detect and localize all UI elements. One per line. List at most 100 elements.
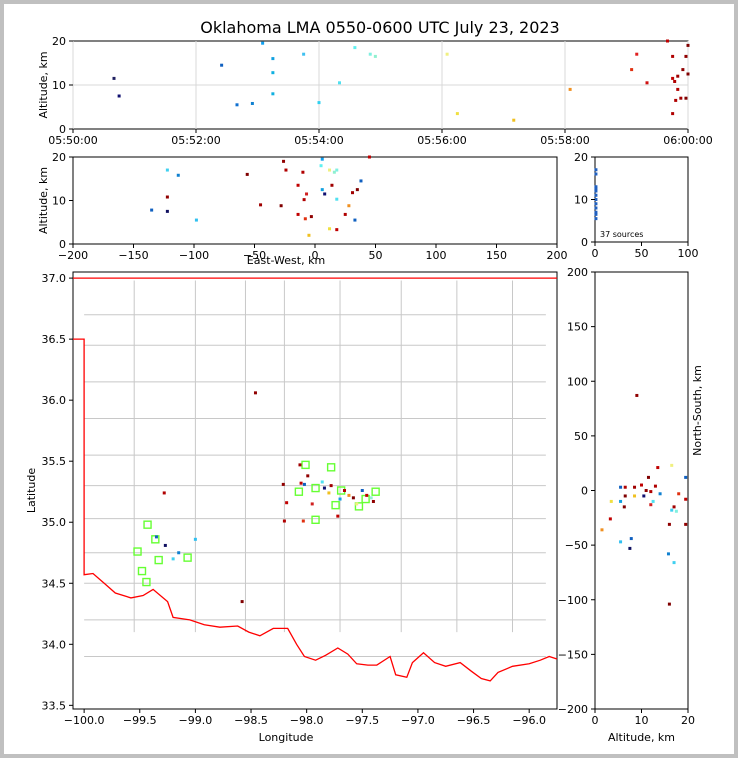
x-tick-label: 10: [635, 714, 649, 727]
x-tick-label: −96.5: [457, 714, 491, 727]
y-tick-label: 10: [52, 195, 66, 208]
data-point: [619, 540, 623, 544]
data-point: [684, 522, 688, 526]
y-tick-label: −200: [558, 703, 588, 716]
data-point: [335, 197, 339, 201]
y-tick-label: 36.0: [42, 394, 67, 407]
data-point: [594, 185, 598, 189]
data-point: [684, 475, 688, 479]
data-point: [305, 192, 309, 196]
lma-station-marker: [137, 566, 147, 576]
lma-station-marker: [142, 577, 151, 587]
y-axis-label: North-South, km: [691, 365, 704, 456]
data-point: [306, 474, 310, 478]
data-point: [317, 101, 321, 105]
data-point: [351, 191, 355, 195]
data-point: [681, 68, 685, 72]
data-point: [296, 183, 300, 187]
data-point: [623, 494, 627, 498]
data-point: [674, 509, 678, 513]
data-point: [355, 502, 359, 506]
data-point: [670, 463, 674, 467]
data-point: [684, 96, 688, 100]
data-point: [261, 41, 265, 45]
data-point: [302, 482, 306, 486]
altitude-north-south-panel: 0 10 20 −200 −150 −100 −50 0 50 100 150 200 Altitude…: [558, 266, 704, 744]
y-tick-label: 34.5: [42, 577, 67, 590]
data-point: [302, 198, 306, 202]
data-point: [320, 188, 324, 192]
y-tick-label: 20: [574, 151, 588, 164]
data-point: [330, 183, 334, 187]
data-point: [594, 168, 598, 172]
data-point: [667, 522, 671, 526]
data-point: [686, 72, 690, 76]
data-point: [676, 87, 680, 91]
data-point: [367, 155, 371, 159]
x-tick-label: −97.0: [401, 714, 435, 727]
data-point: [165, 195, 169, 199]
data-point: [368, 52, 372, 56]
y-tick-label: 35.0: [42, 516, 67, 529]
data-point: [165, 168, 169, 172]
x-tick-label: −50: [243, 249, 266, 262]
lma-station-marker: [311, 483, 320, 493]
plan-view-map-panel: −100.0 −99.5 −99.0 −98.5 −98.0 −97.5 −97.0 −96.…: [25, 271, 558, 744]
data-point: [671, 76, 675, 80]
data-point: [171, 557, 175, 561]
y-tick-label: 100: [567, 375, 588, 388]
data-point: [163, 543, 167, 547]
x-tick-label: −100: [179, 249, 209, 262]
data-point: [651, 499, 655, 503]
data-point: [353, 46, 357, 50]
y-tick-label: 0: [581, 236, 588, 249]
data-point: [676, 74, 680, 78]
data-point: [670, 508, 674, 512]
x-tick-label: −200: [58, 249, 88, 262]
data-point: [679, 96, 683, 100]
data-point: [635, 393, 639, 397]
state-boundary: [73, 277, 558, 682]
x-tick-label: 50: [369, 249, 383, 262]
data-point: [649, 503, 653, 507]
data-point: [594, 206, 598, 210]
data-point: [271, 57, 275, 61]
x-tick-label: 05:56:00: [417, 134, 466, 147]
y-tick-label: 10: [52, 79, 66, 92]
data-point: [338, 81, 341, 85]
x-tick-label: −97.5: [345, 714, 379, 727]
data-point: [642, 494, 646, 498]
x-tick-label: 05:58:00: [540, 134, 589, 147]
data-point: [282, 159, 286, 163]
data-point: [594, 172, 598, 176]
data-point: [336, 514, 340, 518]
data-point: [347, 493, 351, 497]
data-point: [672, 505, 676, 509]
data-point: [600, 528, 604, 532]
x-tick-label: −99.5: [123, 714, 157, 727]
data-point: [674, 98, 678, 102]
y-tick-label: −150: [558, 648, 588, 661]
data-point: [684, 497, 688, 501]
x-tick-label: 06:00:00: [663, 134, 712, 147]
data-point: [667, 602, 671, 606]
y-tick-label: 50: [574, 430, 588, 443]
lma-station-marker: [143, 520, 152, 529]
x-tick-label: 200: [547, 249, 568, 262]
x-tick-label: 0: [592, 714, 599, 727]
lma-station-marker: [154, 555, 163, 565]
data-point: [360, 489, 364, 492]
y-tick-label: 200: [567, 266, 588, 279]
data-point: [594, 217, 598, 221]
data-point: [646, 475, 650, 479]
data-point: [666, 39, 669, 43]
x-tick-label: 0: [312, 249, 319, 262]
data-point: [281, 482, 285, 486]
lma-station-marker: [371, 487, 380, 496]
data-point: [353, 218, 357, 222]
lma-station-marker: [331, 500, 340, 510]
y-tick-label: 37.0: [42, 272, 67, 285]
data-point: [112, 76, 116, 80]
x-tick-label: 0: [592, 247, 599, 260]
data-point: [633, 485, 637, 489]
